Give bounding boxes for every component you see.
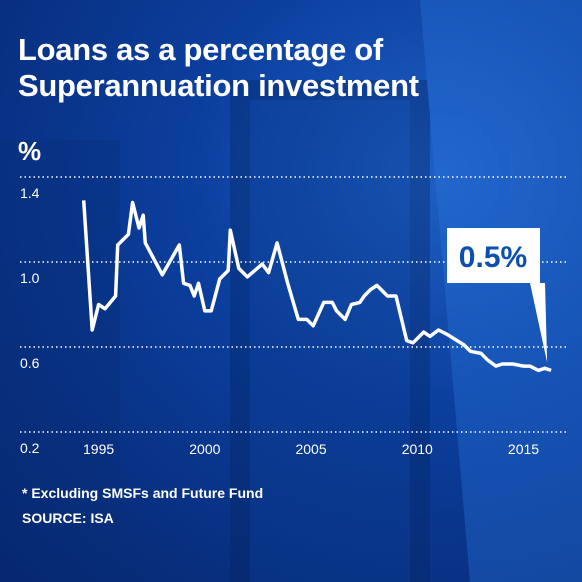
y-axis-label: %: [18, 136, 41, 166]
x-tick-label: 2000: [189, 441, 220, 457]
x-tick-label: 2015: [508, 441, 539, 457]
callout: 0.5%: [447, 228, 548, 363]
annotation: 0.5%: [459, 241, 527, 274]
y-tick-label: 1.4: [20, 185, 40, 201]
y-tick-label: 0.2: [20, 440, 40, 456]
footnote: * Excluding SMSFs and Future Fund: [22, 485, 263, 501]
y-tick-label: 1.0: [20, 270, 40, 286]
y-tick-label: 0.6: [20, 355, 40, 371]
callout-box: [447, 228, 548, 363]
source: SOURCE: ISA: [22, 510, 114, 526]
x-tick-label: 1995: [83, 441, 114, 457]
data-line: [81, 200, 552, 373]
x-tick-label: 2005: [295, 441, 326, 457]
x-tick-label: 2010: [402, 441, 433, 457]
chart-title: Loans as a percentage of Superannuation …: [18, 32, 419, 103]
